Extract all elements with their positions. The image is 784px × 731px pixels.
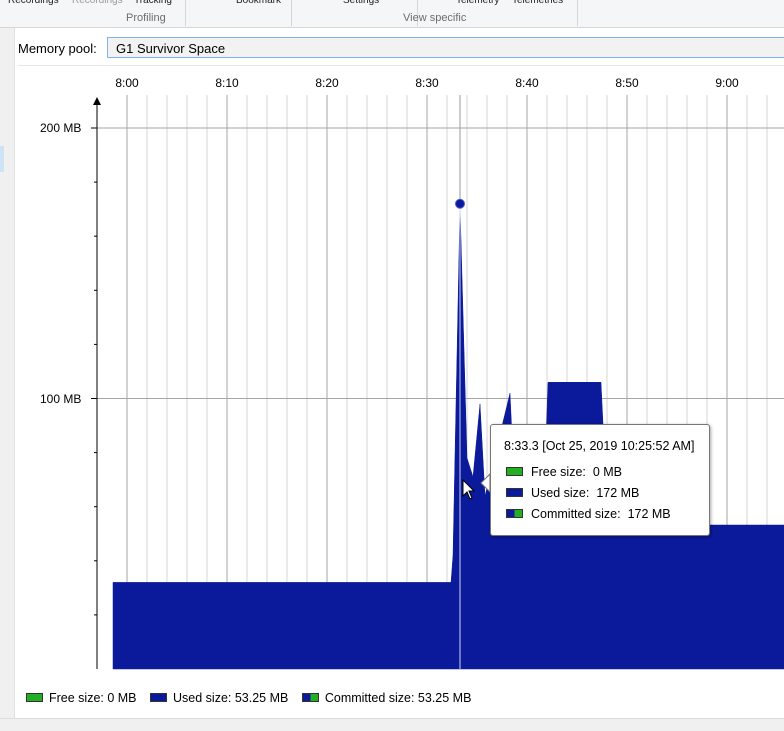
used-size-swatch: [506, 488, 523, 498]
ribbon-separator: [185, 0, 186, 26]
memory-pool-select[interactable]: G1 Survivor Space: [107, 37, 784, 58]
tooltip-row-free: Free size: 0 MB: [506, 465, 622, 479]
memory-pool-label: Memory pool:: [18, 41, 97, 56]
ribbon-group-profiling: Profiling: [126, 12, 166, 24]
divider: [18, 65, 784, 66]
tooltip-committed-value: 172 MB: [627, 507, 671, 521]
ribbon-separator: [291, 0, 292, 26]
ribbon-group-view-specific: View specific: [403, 12, 467, 24]
hover-layer: [455, 95, 491, 669]
memory-pool-chart[interactable]: [15, 66, 784, 670]
ribbon-button-bookmark[interactable]: Bookmark: [236, 0, 282, 6]
legend-committed-label: Committed size: 53.25 MB: [324, 691, 472, 705]
tooltip-row-committed: Committed size: 172 MB: [506, 507, 671, 521]
mouse-pointer-icon: [462, 479, 476, 500]
y-tick-label: 100 MB: [40, 392, 82, 406]
x-tick-label: 8:20: [315, 76, 339, 90]
legend-used-label: Used size: 53.25 MB: [173, 691, 289, 705]
chart-axes: [91, 97, 101, 669]
tooltip-used-value: 172 MB: [596, 486, 640, 500]
committed-size-swatch: [301, 693, 319, 703]
chart-legend: Free size: 0 MB Used size: 53.25 MB Comm…: [26, 691, 481, 705]
ribbon-button-settings[interactable]: Settings: [343, 0, 380, 6]
left-panel-selection[interactable]: [0, 146, 4, 172]
hover-point-marker: [455, 198, 465, 209]
tooltip-free-value: 0 MB: [592, 465, 623, 479]
legend-free-label: Free size: 0 MB: [49, 691, 137, 705]
tooltip-free-label: Free size:: [531, 465, 586, 479]
committed-size-swatch: [506, 509, 523, 519]
x-tick-label: 8:50: [615, 76, 639, 90]
left-panel-strip: [0, 28, 15, 718]
ribbon-separator: [417, 0, 418, 26]
tooltip-title: 8:33.3 [Oct 25, 2019 10:25:52 AM]: [504, 439, 695, 453]
x-tick-label: 8:30: [415, 76, 439, 90]
x-tick-label: 8:10: [215, 76, 239, 90]
tooltip-row-used: Used size: 172 MB: [506, 486, 639, 500]
ribbon-button-telemetry[interactable]: Telemetry: [456, 0, 500, 6]
legend-item-free: Free size: 0 MB: [26, 691, 137, 705]
used-size-swatch: [150, 693, 168, 703]
x-tick-label: 8:40: [515, 76, 539, 90]
chart-tooltip: 8:33.3 [Oct 25, 2019 10:25:52 AM] Free s…: [490, 424, 710, 536]
ribbon-separator: [577, 0, 578, 26]
legend-item-used: Used size: 53.25 MB: [150, 691, 288, 705]
ribbon-button-telemetries[interactable]: Telemetries: [512, 0, 564, 6]
x-tick-label: 9:00: [715, 76, 739, 90]
ribbon-button-recordings[interactable]: Recordings: [8, 0, 59, 6]
x-tick-label: 8:00: [115, 76, 139, 90]
legend-item-committed: Committed size: 53.25 MB: [301, 691, 472, 705]
free-size-swatch: [506, 467, 523, 477]
ribbon-button-recordings-2[interactable]: Recordings: [72, 0, 123, 6]
ribbon-button-tracking[interactable]: Tracking: [134, 0, 172, 6]
tooltip-used-label: Used size:: [531, 486, 590, 500]
y-axis-arrow-icon: [93, 97, 101, 105]
y-tick-label: 200 MB: [40, 121, 82, 135]
tooltip-committed-label: Committed size:: [531, 507, 621, 521]
status-strip: [0, 718, 784, 731]
free-size-swatch: [26, 693, 43, 703]
ribbon-toolbar: Recordings Recordings Tracking Bookmark …: [0, 0, 784, 28]
